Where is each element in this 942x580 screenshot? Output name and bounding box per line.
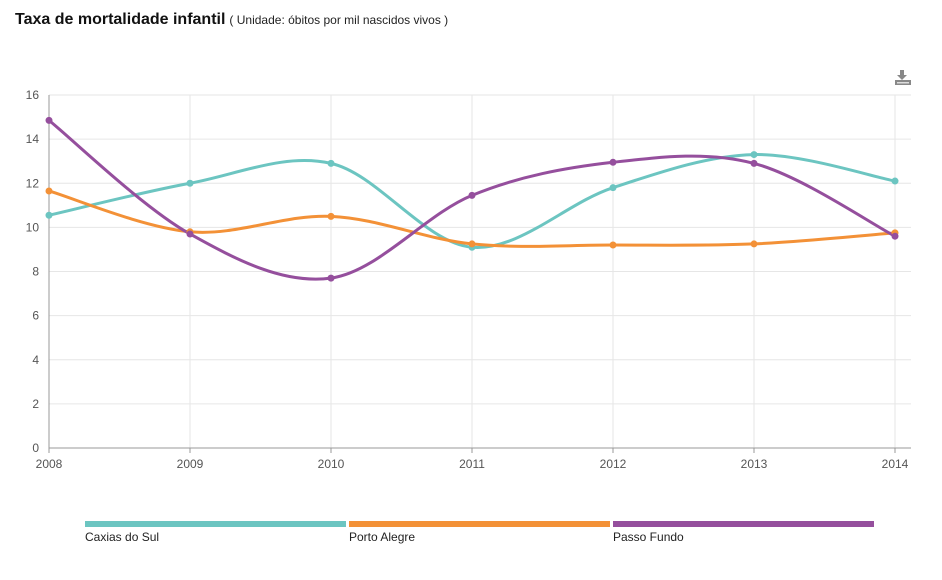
y-tick-label: 10 <box>26 220 40 234</box>
data-point[interactable] <box>891 232 899 240</box>
data-point[interactable] <box>609 241 617 249</box>
legend-label: Porto Alegre <box>349 530 416 544</box>
chart-legend: Caxias do Sul Porto Alegre Passo Fundo <box>85 521 875 551</box>
data-point[interactable] <box>609 184 617 192</box>
chart-subtitle: ( Unidade: óbitos por mil nascidos vivos… <box>229 13 449 27</box>
y-tick-label: 6 <box>32 309 39 323</box>
data-point[interactable] <box>45 187 53 195</box>
chart-header: Taxa de mortalidade infantil( Unidade: ó… <box>15 11 448 29</box>
x-tick-label: 2013 <box>741 457 768 471</box>
data-point[interactable] <box>327 212 335 220</box>
data-points <box>45 116 899 282</box>
y-tick-label: 0 <box>32 441 39 455</box>
legend-item[interactable]: Caxias do Sul <box>85 521 346 544</box>
x-tick-label: 2008 <box>36 457 63 471</box>
x-tick-label: 2012 <box>600 457 627 471</box>
download-icon[interactable] <box>894 68 912 86</box>
x-tick-label: 2010 <box>318 457 345 471</box>
legend-label: Caxias do Sul <box>85 530 160 544</box>
legend-swatch <box>349 521 610 527</box>
x-tick-label: 2009 <box>177 457 204 471</box>
y-tick-label: 8 <box>32 265 39 279</box>
data-point[interactable] <box>186 179 194 187</box>
x-axis-ticks: 2008 2009 2010 2011 2012 2013 2014 <box>36 457 909 471</box>
legend-label: Passo Fundo <box>613 530 684 544</box>
grid-lines <box>49 94 911 448</box>
data-point[interactable] <box>45 116 53 124</box>
data-point[interactable] <box>609 158 617 166</box>
data-point[interactable] <box>186 230 194 238</box>
data-point[interactable] <box>750 151 758 159</box>
y-tick-label: 14 <box>26 132 40 146</box>
data-point[interactable] <box>327 274 335 282</box>
legend-swatch <box>613 521 874 527</box>
data-point[interactable] <box>750 159 758 167</box>
chart-title: Taxa de mortalidade infantil <box>15 11 226 28</box>
data-point[interactable] <box>468 191 476 199</box>
y-tick-label: 16 <box>26 88 40 102</box>
x-tick-label: 2011 <box>459 457 485 471</box>
y-tick-label: 4 <box>32 353 39 367</box>
data-point[interactable] <box>45 211 53 219</box>
legend-swatch <box>85 521 346 527</box>
y-axis-ticks: 0 2 4 6 8 10 12 14 16 <box>26 88 40 455</box>
y-tick-label: 2 <box>32 397 39 411</box>
data-point[interactable] <box>468 240 476 248</box>
x-tick-label: 2014 <box>882 457 909 471</box>
data-point[interactable] <box>891 177 899 185</box>
y-tick-label: 12 <box>26 176 40 190</box>
axes <box>48 95 911 453</box>
data-point[interactable] <box>327 159 335 167</box>
legend-item[interactable]: Passo Fundo <box>613 521 874 544</box>
legend-item[interactable]: Porto Alegre <box>349 521 610 544</box>
download-icon-glyph <box>895 70 911 85</box>
data-point[interactable] <box>750 240 758 248</box>
